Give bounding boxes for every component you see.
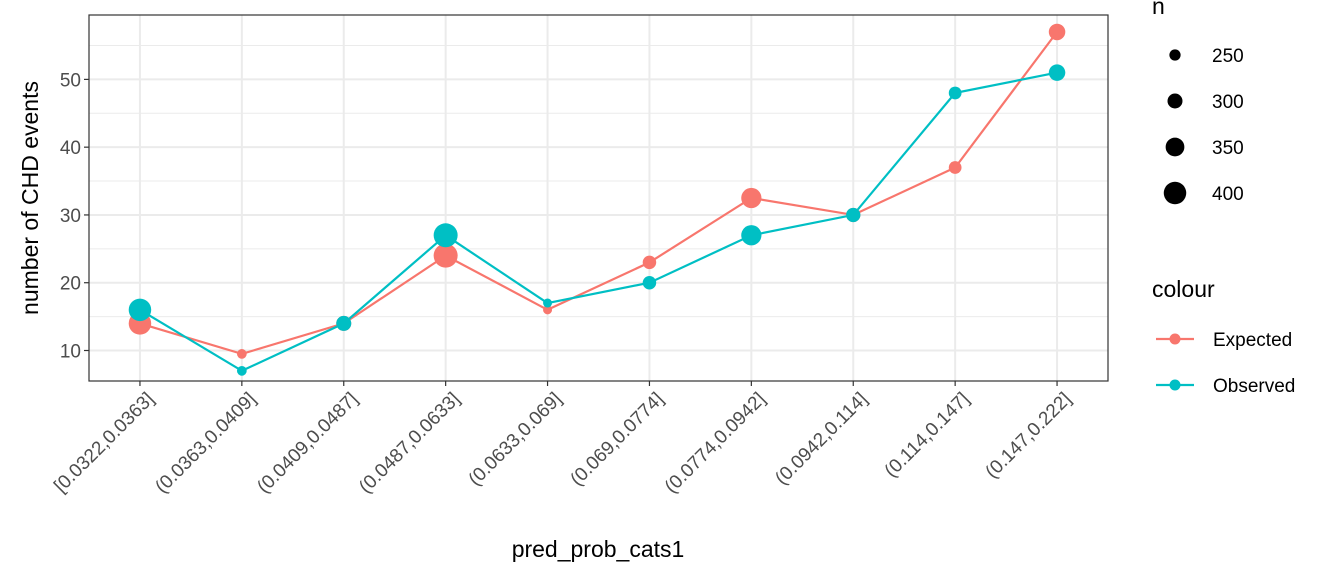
x-axis: [0.0322,0.0363](0.0363,0.0409](0.0409,0.…	[50, 381, 1076, 498]
x-tick-label: (0.0409,0.0487]	[253, 389, 362, 498]
y-axis: 10 20 30 40 50	[60, 70, 89, 363]
colour-legend-label: Observed	[1213, 376, 1295, 397]
data-point-expected	[433, 243, 458, 268]
x-tick-label: (0.114,0.147]	[881, 389, 974, 482]
size-legend-key	[1165, 137, 1185, 157]
size-legend-key	[1169, 49, 1181, 61]
data-point-expected	[741, 187, 762, 209]
colour-legend-title: colour	[1152, 276, 1215, 302]
y-tick-label: 30	[60, 206, 81, 227]
size-legend-label: 300	[1212, 92, 1244, 113]
data-point-expected	[543, 305, 553, 315]
data-point-observed	[741, 225, 762, 246]
colour-legend-key-point	[1169, 379, 1181, 391]
x-tick-label: [0.0322,0.0363]	[50, 389, 158, 497]
size-legend-title: n	[1152, 0, 1165, 19]
data-point-observed	[846, 207, 861, 223]
colour-legend-key-point	[1169, 333, 1181, 345]
minor-gridlines	[89, 45, 1108, 318]
data-point-observed	[1048, 64, 1066, 81]
x-tick-label: (0.0363,0.0409]	[151, 389, 260, 498]
data-point-expected	[1048, 23, 1066, 41]
size-legend-label: 400	[1212, 184, 1244, 205]
data-point-expected	[948, 161, 962, 174]
y-tick-label: 10	[60, 342, 81, 363]
x-tick-label: (0.0774,0.0942]	[661, 389, 770, 498]
data-point-observed	[433, 223, 458, 248]
y-tick-label: 50	[60, 70, 81, 91]
data-point-observed	[336, 315, 352, 331]
x-axis-title: pred_prob_cats1	[512, 536, 685, 562]
y-axis-title: number of CHD events	[17, 81, 43, 315]
y-tick-label: 40	[60, 138, 81, 159]
series-line-observed	[139, 71, 1058, 373]
series-line-expected	[139, 31, 1058, 356]
size-legend-key	[1167, 93, 1183, 109]
data-point-observed	[236, 365, 247, 376]
data-point-observed	[128, 298, 152, 322]
plot-panel-border	[88, 14, 1109, 382]
colour-legend-label: Expected	[1213, 330, 1292, 351]
data-point-observed	[948, 86, 962, 100]
size-legend-label: 250	[1212, 46, 1244, 67]
size-legend: n 250 300 350 400	[1152, 0, 1244, 205]
size-legend-label: 350	[1212, 138, 1244, 159]
x-tick-label: (0.069,0.0774]	[567, 389, 669, 491]
series-layer	[128, 23, 1066, 376]
x-tick-label: (0.0633,0.069]	[465, 389, 567, 491]
plot-panel-background	[89, 15, 1108, 381]
x-tick-label: (0.0487,0.0633]	[355, 389, 464, 498]
x-tick-label: (0.0942,0.114]	[771, 389, 872, 490]
data-point-expected	[642, 255, 657, 270]
y-tick-label: 20	[60, 274, 81, 295]
colour-legend: colour Expected Observed	[1152, 276, 1295, 397]
data-point-expected	[236, 349, 247, 359]
size-legend-key	[1163, 181, 1187, 205]
x-tick-label: (0.147,0.222]	[982, 389, 1076, 483]
data-point-observed	[543, 298, 553, 308]
data-point-observed	[642, 275, 657, 290]
